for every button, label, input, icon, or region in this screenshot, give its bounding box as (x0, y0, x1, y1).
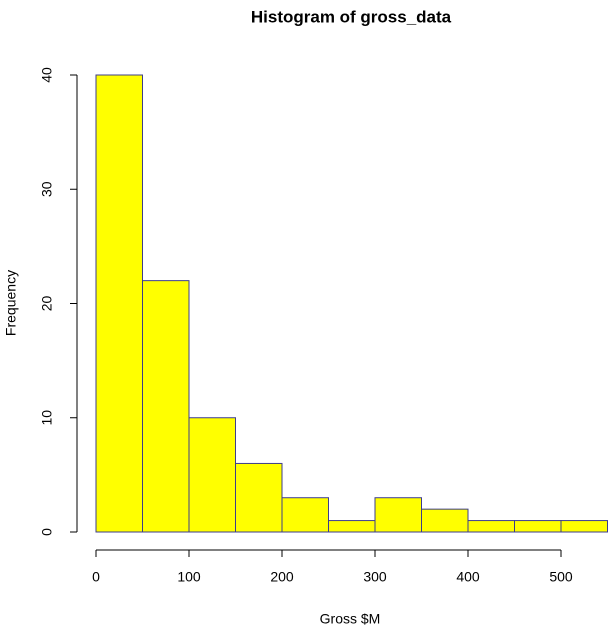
y-tick-label: 40 (39, 67, 55, 83)
bar (95, 74, 143, 533)
bar (374, 497, 422, 533)
x-tick-label: 400 (456, 569, 480, 585)
chart-title: Histogram of gross_data (251, 7, 452, 26)
bar (188, 417, 236, 533)
bar (281, 497, 329, 533)
bar (421, 508, 469, 533)
y-tick-label: 20 (39, 296, 55, 312)
y-axis-label: Frequency (3, 270, 19, 336)
bar (142, 280, 190, 533)
x-tick-label: 200 (270, 569, 294, 585)
bar (235, 462, 283, 533)
bar (514, 520, 562, 533)
x-tick-label: 300 (363, 569, 387, 585)
y-tick-label: 0 (39, 528, 55, 536)
bar (560, 520, 608, 533)
y-tick-label: 30 (39, 181, 55, 197)
y-tick-label: 10 (39, 410, 55, 426)
x-tick-label: 500 (549, 569, 573, 585)
x-tick-label: 100 (177, 569, 201, 585)
bar (467, 520, 515, 533)
x-tick-label: 0 (92, 569, 100, 585)
x-axis-label: Gross $M (320, 611, 381, 627)
bar (328, 520, 376, 533)
